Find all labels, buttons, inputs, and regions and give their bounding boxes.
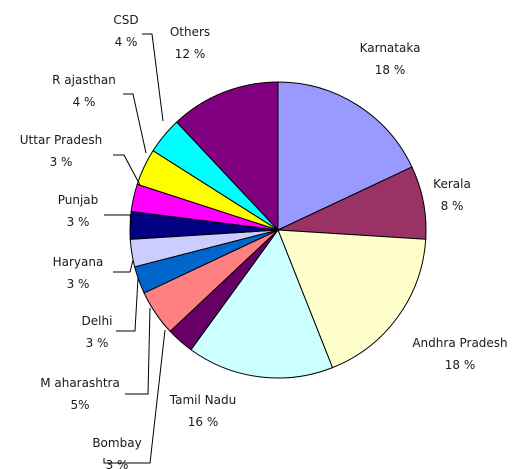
slice-label-punjab: Punjab bbox=[58, 193, 99, 207]
slice-percent-csd: 4 % bbox=[115, 35, 138, 49]
slice-percent-bombay: 3 % bbox=[106, 458, 129, 469]
slice-percent-kerala: 8 % bbox=[441, 199, 464, 213]
slice-percent-tamil-nadu: 16 % bbox=[188, 415, 219, 429]
leader-line-bombay bbox=[103, 329, 166, 464]
leader-lines bbox=[103, 33, 166, 464]
slice-percent-andhra-pradesh: 18 % bbox=[445, 358, 476, 372]
slice-label-karnataka: Karnataka bbox=[360, 41, 421, 55]
slice-percent-punjab: 3 % bbox=[67, 215, 90, 229]
slice-label-andhra-pradesh: Andhra Pradesh bbox=[412, 336, 507, 350]
slice-label-r-ajasthan: R ajasthan bbox=[52, 73, 116, 87]
leader-line-punjab bbox=[104, 214, 133, 227]
slice-label-delhi: Delhi bbox=[82, 314, 113, 328]
leader-line-csd bbox=[142, 33, 164, 122]
slice-label-others: Others bbox=[170, 25, 210, 39]
slice-labels: Karnataka 18 % Kerala 8 % Andhra Pradesh 18 %… bbox=[20, 13, 508, 469]
leader-line-r-ajasthan bbox=[123, 93, 147, 154]
slice-label-tamil-nadu: Tamil Nadu bbox=[169, 393, 236, 407]
slice-percent-haryana: 3 % bbox=[67, 277, 90, 291]
slice-percent-uttar-pradesh: 3 % bbox=[50, 155, 73, 169]
slice-percent-delhi: 3 % bbox=[86, 336, 109, 350]
pie-slices bbox=[129, 81, 427, 379]
slice-label-kerala: Kerala bbox=[433, 177, 471, 191]
pie-slice-andhra-pradesh bbox=[277, 229, 427, 369]
slice-label-bombay: Bombay bbox=[92, 436, 141, 450]
slice-label-haryana: Haryana bbox=[53, 255, 104, 269]
slice-percent-karnataka: 18 % bbox=[375, 63, 406, 77]
pie-slice-karnataka bbox=[277, 81, 413, 231]
slice-label-csd: CSD bbox=[113, 13, 138, 27]
slice-percent-others: 12 % bbox=[175, 47, 206, 61]
slice-label-uttar-pradesh: Uttar Pradesh bbox=[20, 133, 102, 147]
pie-slice-tamil-nadu bbox=[190, 228, 334, 379]
slice-percent-r-ajasthan: 4 % bbox=[73, 95, 96, 109]
pie-slice-others bbox=[175, 81, 279, 232]
leader-line-delhi bbox=[116, 277, 139, 332]
leader-line-haryana bbox=[113, 259, 134, 273]
leader-line-uttar-pradesh bbox=[113, 154, 141, 186]
slice-label-m-aharashtra: M aharashtra bbox=[40, 376, 120, 390]
slice-percent-m-aharashtra: 5% bbox=[70, 398, 89, 412]
leader-line-m-aharashtra bbox=[125, 307, 151, 395]
